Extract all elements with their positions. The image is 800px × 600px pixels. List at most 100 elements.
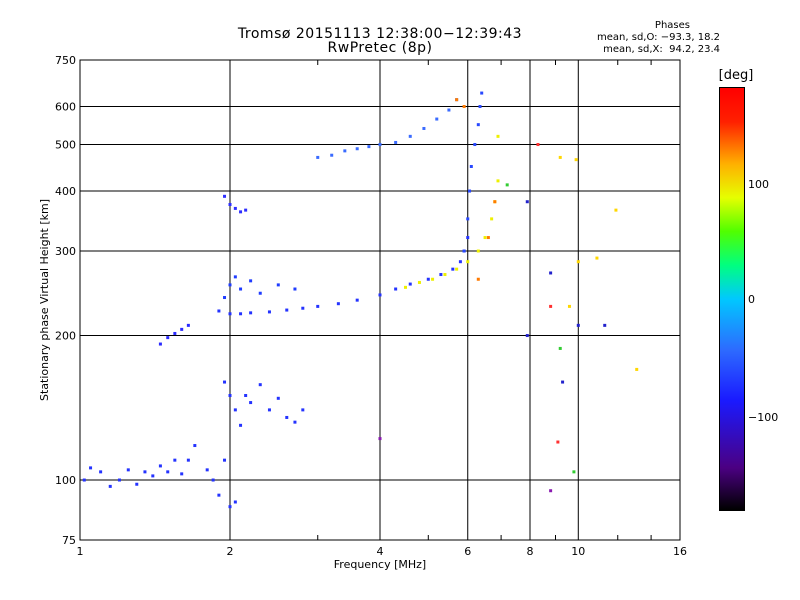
data-point [249,279,253,283]
data-point [223,458,227,462]
x-axis-label: Frequency [MHz] [334,558,426,571]
data-point [233,408,237,412]
data-point [239,287,243,291]
y-tick-label: 750 [55,54,76,67]
x-tick-label: 16 [673,545,687,558]
data-point [258,291,262,295]
data-point [493,200,497,204]
data-point [217,493,221,497]
data-point [431,277,435,281]
data-point [276,283,280,287]
data-point [422,126,426,130]
x-tick-label: 4 [377,545,384,558]
data-point [462,249,466,253]
y-axis-label: Stationary phase Virtual Height [km] [38,199,51,401]
data-point [211,478,215,482]
data-point [469,164,473,168]
data-point [476,123,480,127]
data-point [82,478,86,482]
data-point [473,143,477,147]
data-point [143,470,147,474]
data-point [267,408,271,412]
data-point [228,394,232,398]
data-point [603,323,607,327]
data-point [285,308,289,312]
data-point [496,134,500,138]
data-point [276,396,280,400]
data-point [355,147,359,151]
data-point [483,236,487,240]
data-point [186,458,190,462]
y-tick-label: 200 [55,330,76,343]
colorbar-tick-100: 100 [748,178,769,191]
data-point [549,271,553,275]
data-point [403,285,407,289]
data-point [316,155,320,159]
data-point [228,505,232,509]
data-point [193,444,197,448]
data-point [117,478,121,482]
data-point [239,210,243,214]
data-point [166,470,170,474]
data-point [525,200,529,204]
data-point [293,287,297,291]
phase-stats: Phases mean, sd,O: −93.3, 18.2 mean, sd,… [590,20,720,56]
data-point [158,464,162,468]
data-point [468,189,472,193]
data-point [293,420,297,424]
data-point [576,323,580,327]
data-point [180,472,184,476]
data-point [556,440,560,444]
data-point [239,423,243,427]
data-point [249,401,253,405]
x-tick-label: 6 [464,545,471,558]
data-point [439,273,443,277]
y-tick-label: 400 [55,185,76,198]
data-point [233,206,237,210]
data-point [267,310,271,314]
y-tick-label: 300 [55,245,76,258]
data-point [443,273,447,277]
data-point [336,302,340,306]
y-tick-label: 600 [55,101,76,114]
data-point [549,489,553,493]
data-point [480,91,484,95]
data-point [135,482,139,486]
data-point [408,282,412,286]
data-point [316,304,320,308]
data-point [451,267,455,271]
data-point [558,155,562,159]
data-point [476,249,480,253]
data-point [186,323,190,327]
colorbar-title: [deg] [718,68,754,83]
data-point [476,277,480,281]
data-point [455,98,459,102]
data-point [239,312,243,316]
data-point [151,474,155,478]
colorbar-tick-minus100: −100 [748,411,779,424]
data-point [367,145,371,149]
data-point [89,466,93,470]
data-point [549,304,553,308]
data-point [355,298,359,302]
data-point [417,280,421,284]
x-tick-label: 10 [571,545,585,558]
data-point [558,346,562,350]
data-point [217,309,221,313]
data-point [249,311,253,315]
data-point [635,367,639,371]
data-point [244,394,248,398]
colorbar-tick-0: 0 [748,293,755,306]
data-point [285,415,289,419]
data-point [223,380,227,384]
data-point [466,236,470,240]
data-point [458,260,462,264]
data-point [572,470,576,474]
data-point [244,208,248,212]
data-point [525,334,529,338]
data-point [455,267,459,271]
data-point [173,458,177,462]
colorbar [719,87,745,511]
data-point [478,105,482,109]
